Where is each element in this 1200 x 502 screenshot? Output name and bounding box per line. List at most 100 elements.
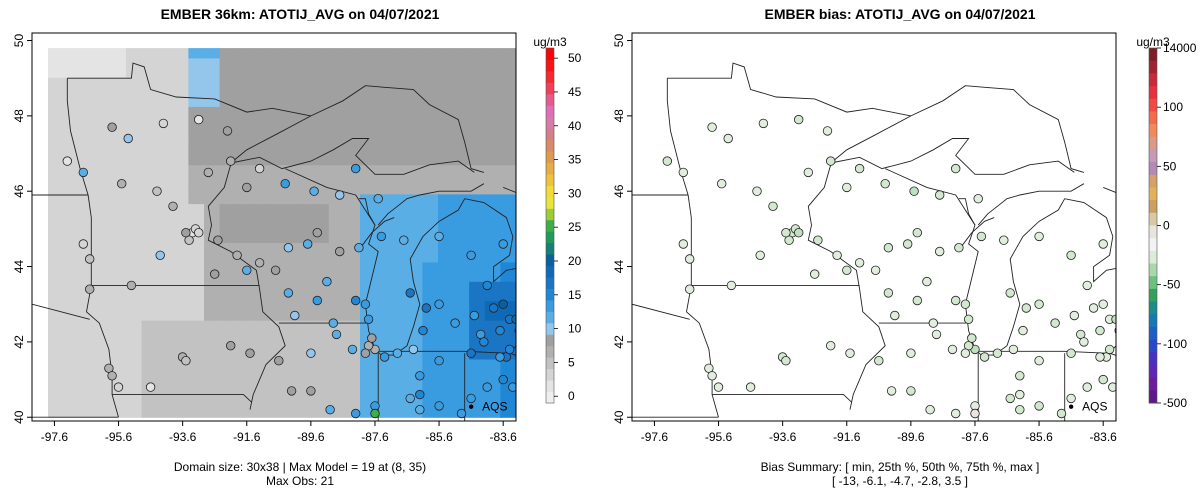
grid-cell xyxy=(297,339,314,350)
grid-cell xyxy=(406,300,423,311)
grid-cell xyxy=(328,349,345,360)
bias-marker xyxy=(842,182,852,193)
station-marker xyxy=(498,239,508,249)
grid-cell xyxy=(484,388,501,399)
grid-cell xyxy=(282,154,299,166)
grid-cell xyxy=(110,193,127,205)
grid-cell xyxy=(48,174,65,185)
boundary-line xyxy=(112,394,252,403)
colorbar-segment xyxy=(546,196,554,209)
grid-cell xyxy=(126,388,143,399)
colorbar-tick-label: 50 xyxy=(1163,159,1177,173)
grid-cell xyxy=(391,271,408,282)
grid-cell xyxy=(328,86,345,98)
colorbar-segment xyxy=(1149,326,1157,341)
grid-cell xyxy=(360,184,377,195)
grid-cell xyxy=(297,116,314,127)
grid-cell xyxy=(204,349,221,360)
bias-marker xyxy=(825,341,836,351)
grid-cell xyxy=(328,125,345,137)
grid-cell xyxy=(266,329,283,341)
grid-cell xyxy=(469,349,486,360)
grid-cell xyxy=(48,310,65,321)
grid-cell xyxy=(344,184,361,195)
grid-cell xyxy=(422,232,439,243)
grid-cell xyxy=(500,213,516,224)
grid-cell xyxy=(94,310,111,321)
grid-cell xyxy=(438,407,455,418)
bias-marker xyxy=(1104,344,1115,355)
bias-marker xyxy=(992,348,1003,358)
grid-cell xyxy=(422,154,439,166)
colorbar-segment xyxy=(546,368,554,381)
grid-cell xyxy=(157,310,174,321)
grid-cell xyxy=(313,96,330,107)
boundary-line xyxy=(1115,318,1116,320)
grid-cell xyxy=(297,184,314,195)
grid-cell xyxy=(328,67,345,78)
grid-cell xyxy=(266,106,283,117)
grid-cell xyxy=(94,358,111,370)
grid-cell xyxy=(313,242,330,253)
colorbar-unit: ug/m3 xyxy=(1136,35,1170,49)
colorbar-tick-label: 15 xyxy=(568,288,582,302)
grid-cell xyxy=(157,86,174,98)
grid-cell xyxy=(500,96,516,107)
station-marker xyxy=(306,386,316,396)
station-marker xyxy=(360,299,371,309)
grid-cell xyxy=(266,184,283,195)
grid-cell xyxy=(313,213,330,224)
bias-marker xyxy=(935,190,945,200)
lon-tick-label: -97.6 xyxy=(41,430,69,444)
grid-cell xyxy=(48,407,65,418)
bias-marker xyxy=(912,227,923,238)
grid-cell xyxy=(297,388,314,399)
grid-cell xyxy=(500,77,516,88)
grid-cell xyxy=(126,213,143,224)
bias-marker xyxy=(954,242,964,253)
grid-cell xyxy=(344,397,361,409)
grid-cell xyxy=(48,271,65,282)
grid-cell xyxy=(250,125,267,137)
grid-cell xyxy=(126,407,143,418)
grid-cell xyxy=(126,57,143,69)
colorbar-segment xyxy=(546,380,554,393)
grid-cell xyxy=(422,164,439,175)
bias-marker xyxy=(768,201,778,212)
grid-cell xyxy=(48,242,65,253)
colorbar-unit: ug/m3 xyxy=(533,35,567,49)
grid-cell xyxy=(141,358,158,370)
grid-cell xyxy=(48,135,65,146)
boundary-line xyxy=(360,217,395,248)
grid-cell xyxy=(188,300,205,311)
grid-cell xyxy=(328,397,345,409)
grid-cell xyxy=(63,300,80,311)
grid-cell xyxy=(204,193,221,205)
grid-cell xyxy=(297,329,314,341)
grid-cell xyxy=(141,116,158,127)
grid-cell xyxy=(250,86,267,98)
grid-cell xyxy=(79,242,96,253)
grid-cell xyxy=(63,378,80,389)
grid-cell xyxy=(250,116,267,127)
grid-cell xyxy=(344,242,361,253)
bias-marker xyxy=(803,167,814,178)
grid-cell xyxy=(188,193,205,205)
grid-cell xyxy=(63,261,80,273)
grid-cell xyxy=(188,271,205,282)
colorbar-segment xyxy=(1149,352,1157,366)
station-marker xyxy=(232,250,242,261)
station-marker xyxy=(245,348,255,358)
grid-cell xyxy=(188,57,205,69)
grid-cell xyxy=(469,213,486,224)
grid-cell xyxy=(141,320,158,331)
grid-cell xyxy=(141,281,158,292)
boundary-line xyxy=(830,115,1075,175)
grid-cell xyxy=(79,135,96,146)
grid-cell xyxy=(313,290,330,302)
grid-cell xyxy=(235,106,252,117)
grid-cell xyxy=(110,135,127,146)
grid-cell xyxy=(438,135,455,146)
grid-cell xyxy=(266,368,283,379)
grid-cell xyxy=(344,116,361,127)
